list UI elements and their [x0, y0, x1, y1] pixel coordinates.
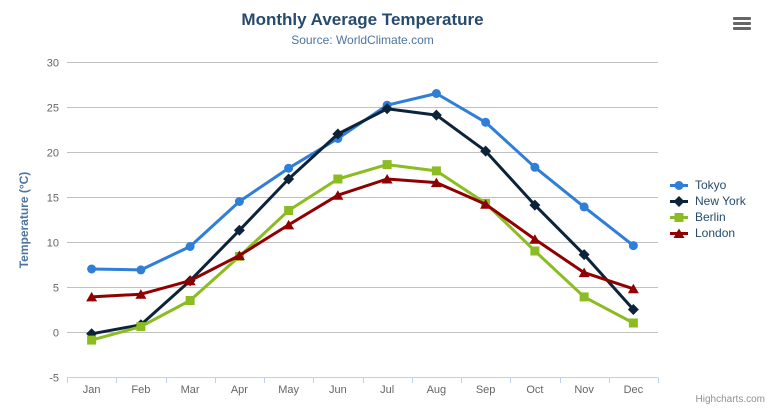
- data-point[interactable]: [233, 224, 245, 236]
- x-axis-label: Mar: [181, 384, 200, 396]
- y-axis-title: Temperature (°C): [17, 171, 31, 269]
- legend-marker-icon: [670, 212, 688, 222]
- y-axis-label: 20: [47, 148, 59, 160]
- series-line-new-york[interactable]: [90, 107, 635, 336]
- data-point[interactable]: [136, 265, 146, 275]
- hamburger-menu-icon: [733, 27, 751, 30]
- y-axis-label: 5: [53, 283, 59, 295]
- x-axis-label: Jun: [329, 384, 347, 396]
- data-point[interactable]: [480, 199, 492, 209]
- legend-marker-icon: [670, 228, 688, 238]
- data-point[interactable]: [529, 199, 541, 211]
- data-point[interactable]: [530, 162, 540, 172]
- data-point[interactable]: [283, 219, 295, 230]
- data-point[interactable]: [627, 283, 639, 294]
- data-point[interactable]: [332, 128, 344, 140]
- legend-marker-icon: [670, 195, 688, 207]
- export-menu-button[interactable]: [733, 17, 751, 30]
- series-new-york[interactable]: [86, 103, 639, 340]
- x-axis-label: Dec: [624, 384, 644, 396]
- data-point[interactable]: [674, 212, 684, 222]
- legend-marker-icon: [670, 180, 688, 190]
- data-point[interactable]: [87, 264, 97, 274]
- y-axis-label: 30: [47, 58, 59, 70]
- x-axis-label: May: [278, 384, 299, 396]
- x-axis-label: Feb: [131, 384, 150, 396]
- legend: Tokyo New York Berlin London: [670, 177, 746, 241]
- data-point[interactable]: [234, 197, 244, 206]
- legend-label: London: [695, 226, 736, 240]
- y-axis-label: 10: [47, 238, 59, 250]
- chart-subtitle: Source: WorldClimate.com: [291, 33, 434, 47]
- x-axis-label: Sep: [476, 384, 496, 396]
- legend-label: Tokyo: [695, 178, 727, 192]
- data-point[interactable]: [184, 275, 196, 286]
- series-berlin[interactable]: [87, 160, 638, 345]
- data-point[interactable]: [333, 174, 343, 184]
- legend-item-new-york[interactable]: New York: [670, 193, 746, 209]
- series-line-london[interactable]: [90, 177, 635, 299]
- x-axis-label: Nov: [574, 384, 594, 396]
- data-point[interactable]: [578, 267, 590, 278]
- legend-label: Berlin: [695, 210, 726, 224]
- data-point[interactable]: [332, 190, 344, 200]
- x-axis-label: Apr: [231, 384, 248, 396]
- series-line-berlin[interactable]: [90, 163, 635, 342]
- legend-item-berlin[interactable]: Berlin: [670, 209, 746, 225]
- data-point[interactable]: [284, 163, 294, 173]
- data-point[interactable]: [431, 89, 441, 98]
- data-point[interactable]: [674, 180, 684, 190]
- legend-item-tokyo[interactable]: Tokyo: [670, 177, 746, 193]
- chart-title: Monthly Average Temperature: [241, 10, 484, 29]
- x-axis-label: Oct: [526, 384, 543, 396]
- data-point[interactable]: [381, 174, 393, 184]
- y-axis-label: 25: [47, 103, 59, 115]
- data-point[interactable]: [430, 109, 442, 121]
- data-point[interactable]: [185, 296, 195, 305]
- data-point[interactable]: [233, 250, 245, 261]
- data-point[interactable]: [579, 292, 589, 302]
- data-point[interactable]: [284, 206, 294, 215]
- data-point[interactable]: [579, 202, 589, 212]
- data-point[interactable]: [481, 117, 491, 127]
- data-point[interactable]: [480, 145, 492, 157]
- data-point[interactable]: [283, 173, 295, 185]
- data-point[interactable]: [87, 335, 97, 345]
- legend-item-london[interactable]: London: [670, 225, 746, 241]
- y-axis-label: 15: [47, 193, 59, 205]
- data-point[interactable]: [578, 249, 590, 261]
- y-axis-label: 0: [53, 328, 59, 340]
- data-point[interactable]: [136, 322, 146, 332]
- data-point[interactable]: [381, 103, 393, 115]
- x-axis-label: Jan: [83, 384, 101, 396]
- legend-label: New York: [695, 194, 746, 208]
- y-axis-label: -5: [49, 373, 59, 385]
- hamburger-menu-icon: [733, 17, 751, 20]
- data-point[interactable]: [628, 318, 638, 328]
- x-axis-label: Aug: [427, 384, 447, 396]
- data-point[interactable]: [382, 160, 392, 170]
- data-point[interactable]: [529, 234, 541, 244]
- data-point[interactable]: [430, 177, 442, 188]
- data-point[interactable]: [86, 291, 98, 302]
- data-point[interactable]: [135, 289, 147, 299]
- data-point[interactable]: [530, 246, 540, 256]
- data-point[interactable]: [431, 166, 441, 176]
- hamburger-menu-icon: [733, 22, 751, 25]
- data-point[interactable]: [628, 241, 638, 251]
- data-point[interactable]: [673, 195, 685, 207]
- data-point[interactable]: [185, 242, 195, 251]
- data-point[interactable]: [627, 304, 639, 315]
- series-london[interactable]: [86, 174, 639, 302]
- x-axis-label: Jul: [380, 384, 394, 396]
- data-point[interactable]: [673, 228, 685, 238]
- series-tokyo[interactable]: [87, 89, 638, 275]
- highcharts-credit-link[interactable]: Highcharts.com: [695, 394, 765, 405]
